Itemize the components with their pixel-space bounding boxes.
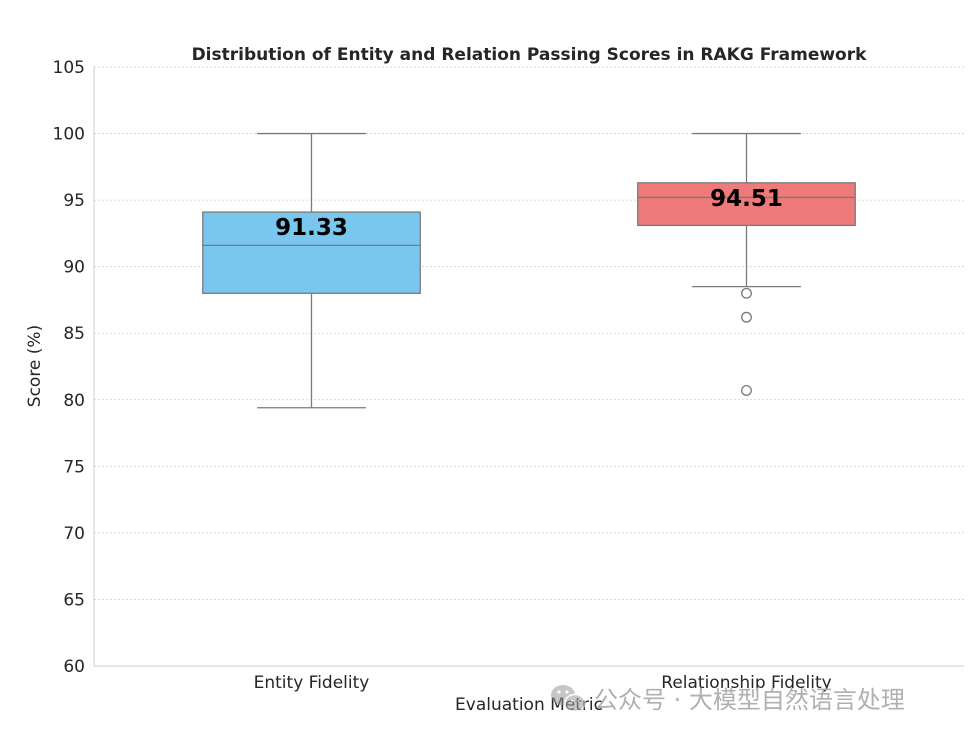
grid-lines [94, 66, 964, 600]
y-tick-label: 65 [63, 590, 85, 610]
y-tick-label: 90 [63, 258, 85, 278]
y-tick-label: 70 [63, 524, 85, 544]
x-tick-label: Relationship Fidelity [661, 673, 831, 693]
outlier-point [741, 311, 752, 323]
box-series: 91.33 94.51 [202, 132, 856, 409]
x-tick-labels: Entity Fidelity Relationship Fidelity [254, 673, 832, 693]
box-iqr [637, 182, 856, 227]
y-axis-title: Score (%) [25, 325, 45, 407]
mean-label: 91.33 [275, 215, 348, 241]
y-tick-label: 100 [53, 125, 85, 145]
x-tick-label: Entity Fidelity [254, 673, 370, 693]
y-tick-label: 85 [63, 324, 85, 344]
box-iqr [202, 211, 421, 294]
chart-title: Distribution of Entity and Relation Pass… [192, 45, 868, 65]
y-tick-labels: 60 65 70 75 80 85 90 95 100 105 [53, 58, 85, 677]
y-tick-label: 95 [63, 191, 85, 211]
box-group: 91.33 [202, 132, 421, 409]
y-tick-label: 60 [63, 657, 85, 677]
outlier-point [741, 385, 752, 396]
axes [93, 67, 964, 667]
wechat-icon [551, 685, 586, 713]
y-tick-label: 80 [63, 391, 85, 411]
y-tick-label: 105 [53, 58, 85, 78]
watermark-text: 公众号 · 大模型自然语言处理 [594, 686, 905, 714]
outlier-point [741, 287, 752, 299]
mean-label: 94.51 [710, 186, 783, 212]
y-tick-label: 75 [63, 457, 85, 477]
watermark: 公众号 · 大模型自然语言处理 [551, 685, 905, 714]
box-group: 94.51 [637, 132, 856, 396]
